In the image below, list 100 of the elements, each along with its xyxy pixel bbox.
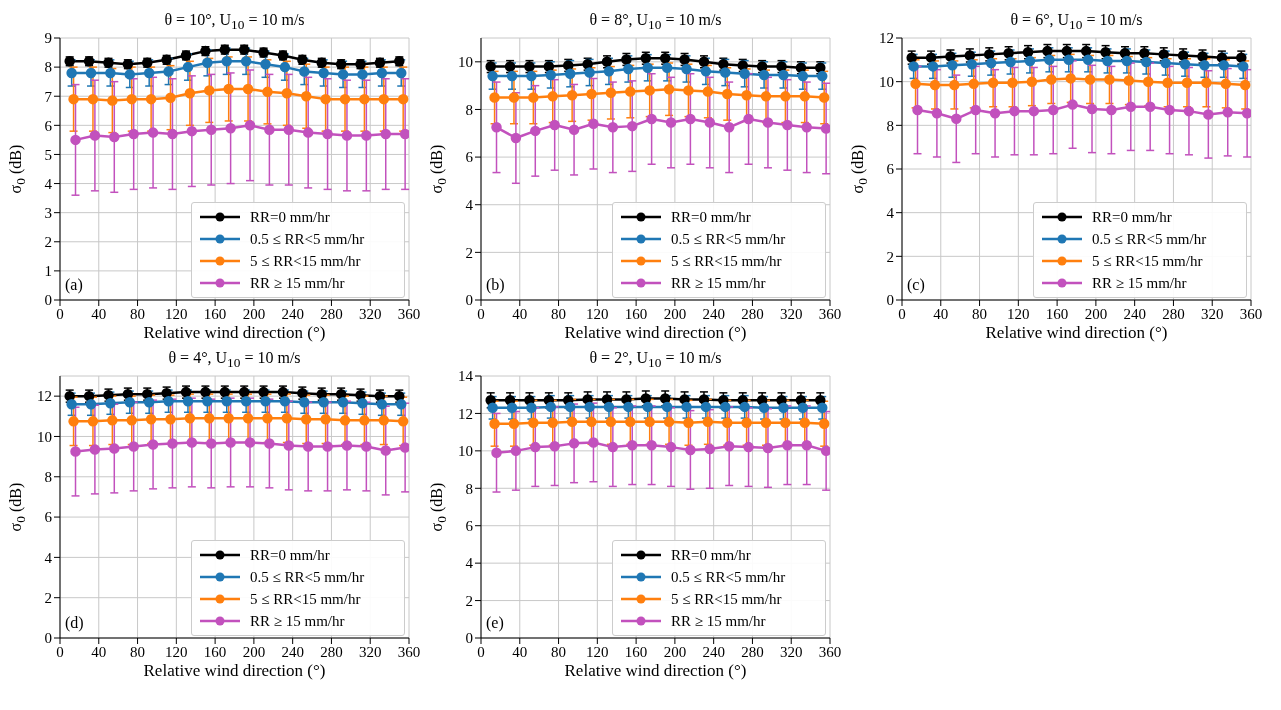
legend-label: 5 ≤ RR<15 mm/hr [1092,252,1203,270]
point [820,445,830,457]
point [584,67,595,78]
point [566,416,578,428]
point [1009,105,1020,117]
x-axis-title: Relative wind direction (°) [563,660,748,682]
y-tick-label: 10 [37,428,52,445]
point [743,113,754,125]
y-tick-label: 0 [886,292,894,309]
legend-label: RR ≥ 15 mm/hr [250,612,345,630]
point [644,85,655,96]
legend-label: 0.5 ≤ RR<5 mm/hr [250,568,365,586]
point [376,398,388,410]
x-tick-label: 0 [477,305,485,322]
point [528,92,539,103]
legend-label: RR=0 mm/hr [1092,208,1172,226]
legend-label: RR=0 mm/hr [671,208,751,226]
point [1179,58,1191,70]
x-tick-label: 80 [130,643,146,660]
point [202,395,213,407]
point [320,93,331,105]
point [1203,109,1214,120]
x-tick-label: 360 [397,643,421,660]
point [702,416,714,428]
point [739,401,750,413]
y-tick-label: 12 [37,388,52,405]
y-tick-label: 9 [44,30,52,47]
y-tick-label: 14 [458,368,474,385]
point [378,93,390,105]
point [126,415,137,426]
point [359,93,370,105]
point [1218,60,1230,71]
point [283,124,295,135]
point [625,416,636,428]
point [564,401,576,413]
point [947,60,958,71]
point [526,402,537,414]
y-tick-label: 10 [458,443,473,460]
point [204,85,215,96]
point [989,108,1001,119]
point [264,438,275,449]
point [545,401,557,413]
chart-title: θ = 8°, U$_{10}$ = 10 m/s [588,10,723,33]
point [1007,77,1018,89]
y-tick-label: 5 [44,146,52,163]
point [1024,55,1036,67]
point [760,91,772,102]
x-tick-label: 240 [281,305,304,322]
point [1104,74,1115,85]
point [320,414,331,425]
point [223,413,234,424]
point [1239,79,1251,91]
x-tick-label: 360 [397,305,421,322]
point [704,117,716,128]
annotation: (b) [486,276,505,294]
point [299,396,310,408]
x-tick-label: 0 [56,643,64,660]
point [337,69,349,80]
legend-label: 0.5 ≤ RR<5 mm/hr [671,568,786,586]
point [700,401,712,413]
x-tick-label: 200 [663,643,687,660]
point [143,396,155,408]
x-tick-label: 280 [741,305,764,322]
y-tick-label: 10 [879,73,894,90]
point [1237,61,1249,72]
point [526,70,537,82]
point [281,88,293,99]
x-tick-label: 160 [624,643,648,660]
point [487,70,498,82]
x-axis-title: Relative wind direction (°) [984,322,1169,344]
point [545,69,557,81]
point [107,415,118,426]
point [685,444,696,456]
point [681,63,692,75]
point [281,413,293,424]
point [1065,73,1076,84]
point [702,86,714,97]
point [262,413,273,424]
point [646,113,657,125]
point [337,396,349,408]
point [165,414,176,425]
point [820,123,830,134]
point [242,413,254,424]
x-tick-label: 200 [663,305,687,322]
point [1067,99,1078,110]
point [1123,75,1135,86]
y-tick-label: 2 [465,592,473,609]
x-tick-label: 360 [818,643,842,660]
point [167,128,178,140]
point [700,66,712,77]
point [661,401,673,413]
point [89,444,101,455]
x-tick-label: 0 [898,305,906,322]
point [85,67,97,79]
x-tick-label: 80 [972,305,988,322]
point [704,443,716,455]
point [126,93,137,105]
point [929,79,941,91]
point [721,88,733,100]
point [68,416,79,427]
